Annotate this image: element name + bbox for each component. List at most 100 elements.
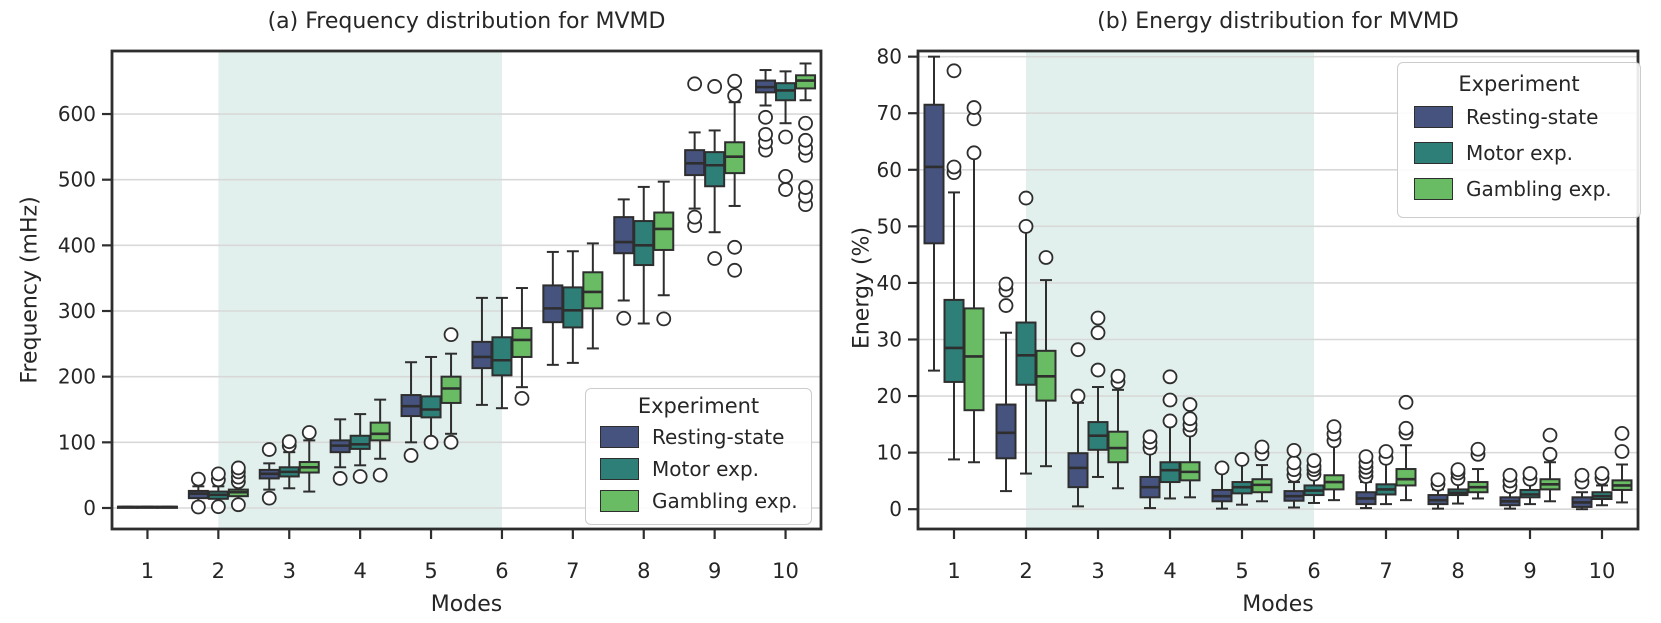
outlier-point (656, 311, 672, 327)
outlier-point (758, 126, 773, 142)
x-tick-label: 7 (1379, 559, 1392, 583)
outlier-point (230, 460, 246, 476)
box-gambling-exp-mode-7 (1395, 468, 1417, 487)
panel-b-xlabel: Modes (1242, 592, 1314, 617)
outlier-point (946, 159, 962, 175)
x-tick-label: 10 (1589, 559, 1616, 583)
outlier-point (352, 469, 368, 484)
legend-label: Resting-state (652, 425, 785, 449)
box-gambling-exp-mode-5 (440, 375, 462, 404)
outlier-point (1018, 218, 1034, 234)
outlier-point (1162, 369, 1178, 385)
outlier-point (1234, 452, 1250, 467)
outlier-point (727, 73, 743, 89)
legend-label: Gambling exp. (652, 489, 798, 513)
motor-exp-swatch (600, 458, 639, 480)
plot-border (916, 49, 1640, 531)
box-motor-exp-mode-1 (943, 298, 965, 383)
outlier-point (443, 434, 459, 450)
panel-a-xlabel: Modes (430, 592, 503, 617)
outlier-point (1614, 444, 1630, 459)
x-tick-label: 5 (424, 559, 437, 583)
outlier-point (332, 471, 348, 486)
legend-title: Experiment (637, 394, 760, 418)
x-tick-label: 4 (353, 559, 366, 583)
resting-state-swatch (1414, 106, 1453, 128)
outlier-point (190, 471, 206, 487)
box-motor-exp-mode-7 (562, 286, 584, 329)
outlier-point (1182, 397, 1198, 412)
panel-b-ylabel: Energy (%) (849, 226, 875, 350)
outlier-point (1398, 420, 1414, 436)
outlier-point (778, 182, 793, 197)
outlier-point (1162, 413, 1178, 429)
x-tick-label: 2 (212, 559, 225, 583)
legend-label: Resting-state (1466, 105, 1599, 129)
box-motor-exp-mode-4 (1159, 461, 1181, 484)
x-tick-label: 5 (1235, 559, 1248, 583)
outlier-point (798, 132, 813, 148)
outlier-point (1070, 388, 1086, 404)
y-tick-label: 40 (877, 271, 902, 295)
x-tick-label: 6 (1307, 559, 1320, 583)
outlier-point (1090, 325, 1106, 341)
outlier-point (1574, 467, 1590, 483)
outlier-point (707, 79, 723, 94)
x-tick-label: 10 (772, 559, 799, 583)
outlier-point (1378, 444, 1394, 459)
outlier-point (1542, 446, 1558, 462)
y-tick-label: 100 (58, 430, 96, 454)
y-tick-label: 70 (877, 101, 902, 125)
y-tick-label: 0 (889, 497, 902, 521)
outlier-point (514, 390, 530, 406)
outlier-point (687, 209, 703, 225)
outlier-point (1286, 455, 1302, 471)
outlier-point (1090, 310, 1106, 326)
outlier-point (1502, 467, 1518, 483)
box-resting-state-mode-6 (471, 340, 493, 370)
box-gambling-exp-mode-7 (582, 271, 604, 310)
outlier-point (1430, 472, 1446, 488)
legend-row-motor-exp: Motor exp. (596, 453, 801, 485)
outlier-point (1142, 429, 1158, 445)
legend-row-gambling-exp: Gambling exp. (596, 485, 801, 517)
outlier-point (1090, 362, 1106, 378)
outlier-point (946, 63, 962, 79)
outlier-point (727, 239, 743, 255)
box-motor-exp-mode-6 (491, 336, 513, 377)
legend-row-gambling-exp: Gambling exp. (1410, 171, 1628, 207)
outlier-point (1358, 449, 1374, 464)
outlier-point (798, 115, 813, 131)
outlier-point (1306, 453, 1322, 468)
outlier-point (778, 169, 793, 184)
x-tick-label: 9 (1523, 559, 1536, 583)
legend-label: Motor exp. (1466, 141, 1573, 165)
outlier-point (966, 100, 982, 115)
outlier-point (1286, 442, 1302, 458)
resting-state-swatch (600, 426, 639, 448)
x-tick-label: 4 (1163, 559, 1176, 583)
outlier-point (1038, 250, 1054, 265)
legend-row-motor-exp: Motor exp. (1410, 135, 1628, 171)
outlier-point (261, 442, 277, 457)
gambling-exp-swatch (600, 490, 639, 512)
box-motor-exp-mode-9 (704, 151, 726, 188)
outlier-point (1182, 411, 1198, 427)
y-tick-label: 200 (58, 365, 96, 389)
outlier-point (1214, 460, 1230, 476)
legend-label: Gambling exp. (1466, 177, 1612, 201)
outlier-point (423, 434, 439, 450)
outlier-point (758, 109, 773, 125)
box-motor-exp-mode-8 (633, 220, 655, 267)
gambling-exp-swatch (1414, 178, 1453, 200)
box-resting-state-mode-8 (613, 216, 635, 255)
y-tick-label: 300 (58, 299, 96, 323)
outlier-point (1542, 427, 1558, 443)
x-tick-label: 1 (141, 559, 154, 583)
x-tick-label: 8 (637, 559, 650, 583)
x-tick-label: 1 (947, 559, 960, 583)
plot-border (110, 49, 823, 531)
x-tick-label: 3 (1091, 559, 1104, 583)
outlier-point (1398, 394, 1414, 410)
